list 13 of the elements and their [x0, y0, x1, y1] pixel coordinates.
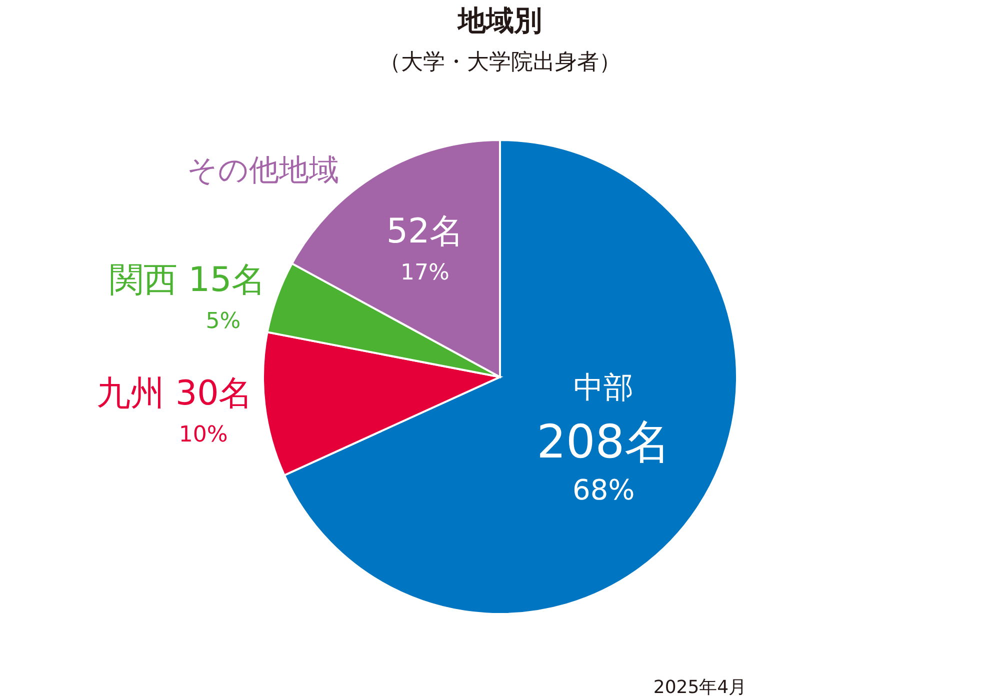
data-label: 52名	[386, 212, 464, 252]
chart-title: 地域別	[456, 4, 542, 37]
text: 2025年4月	[653, 677, 747, 698]
slice-label: 関西 15名	[110, 260, 266, 300]
slice-label: 中部	[574, 370, 634, 406]
data-label: 208名	[536, 414, 671, 469]
chart-subtitle: （大学・大学院出身者）	[379, 50, 621, 75]
text: 17%	[400, 260, 450, 286]
slice-label: 九州 30名	[96, 373, 253, 414]
slice-label: その他地域	[186, 152, 339, 188]
text: 68%	[572, 474, 635, 507]
text: 10%	[178, 422, 228, 448]
text: 5%	[206, 308, 241, 334]
